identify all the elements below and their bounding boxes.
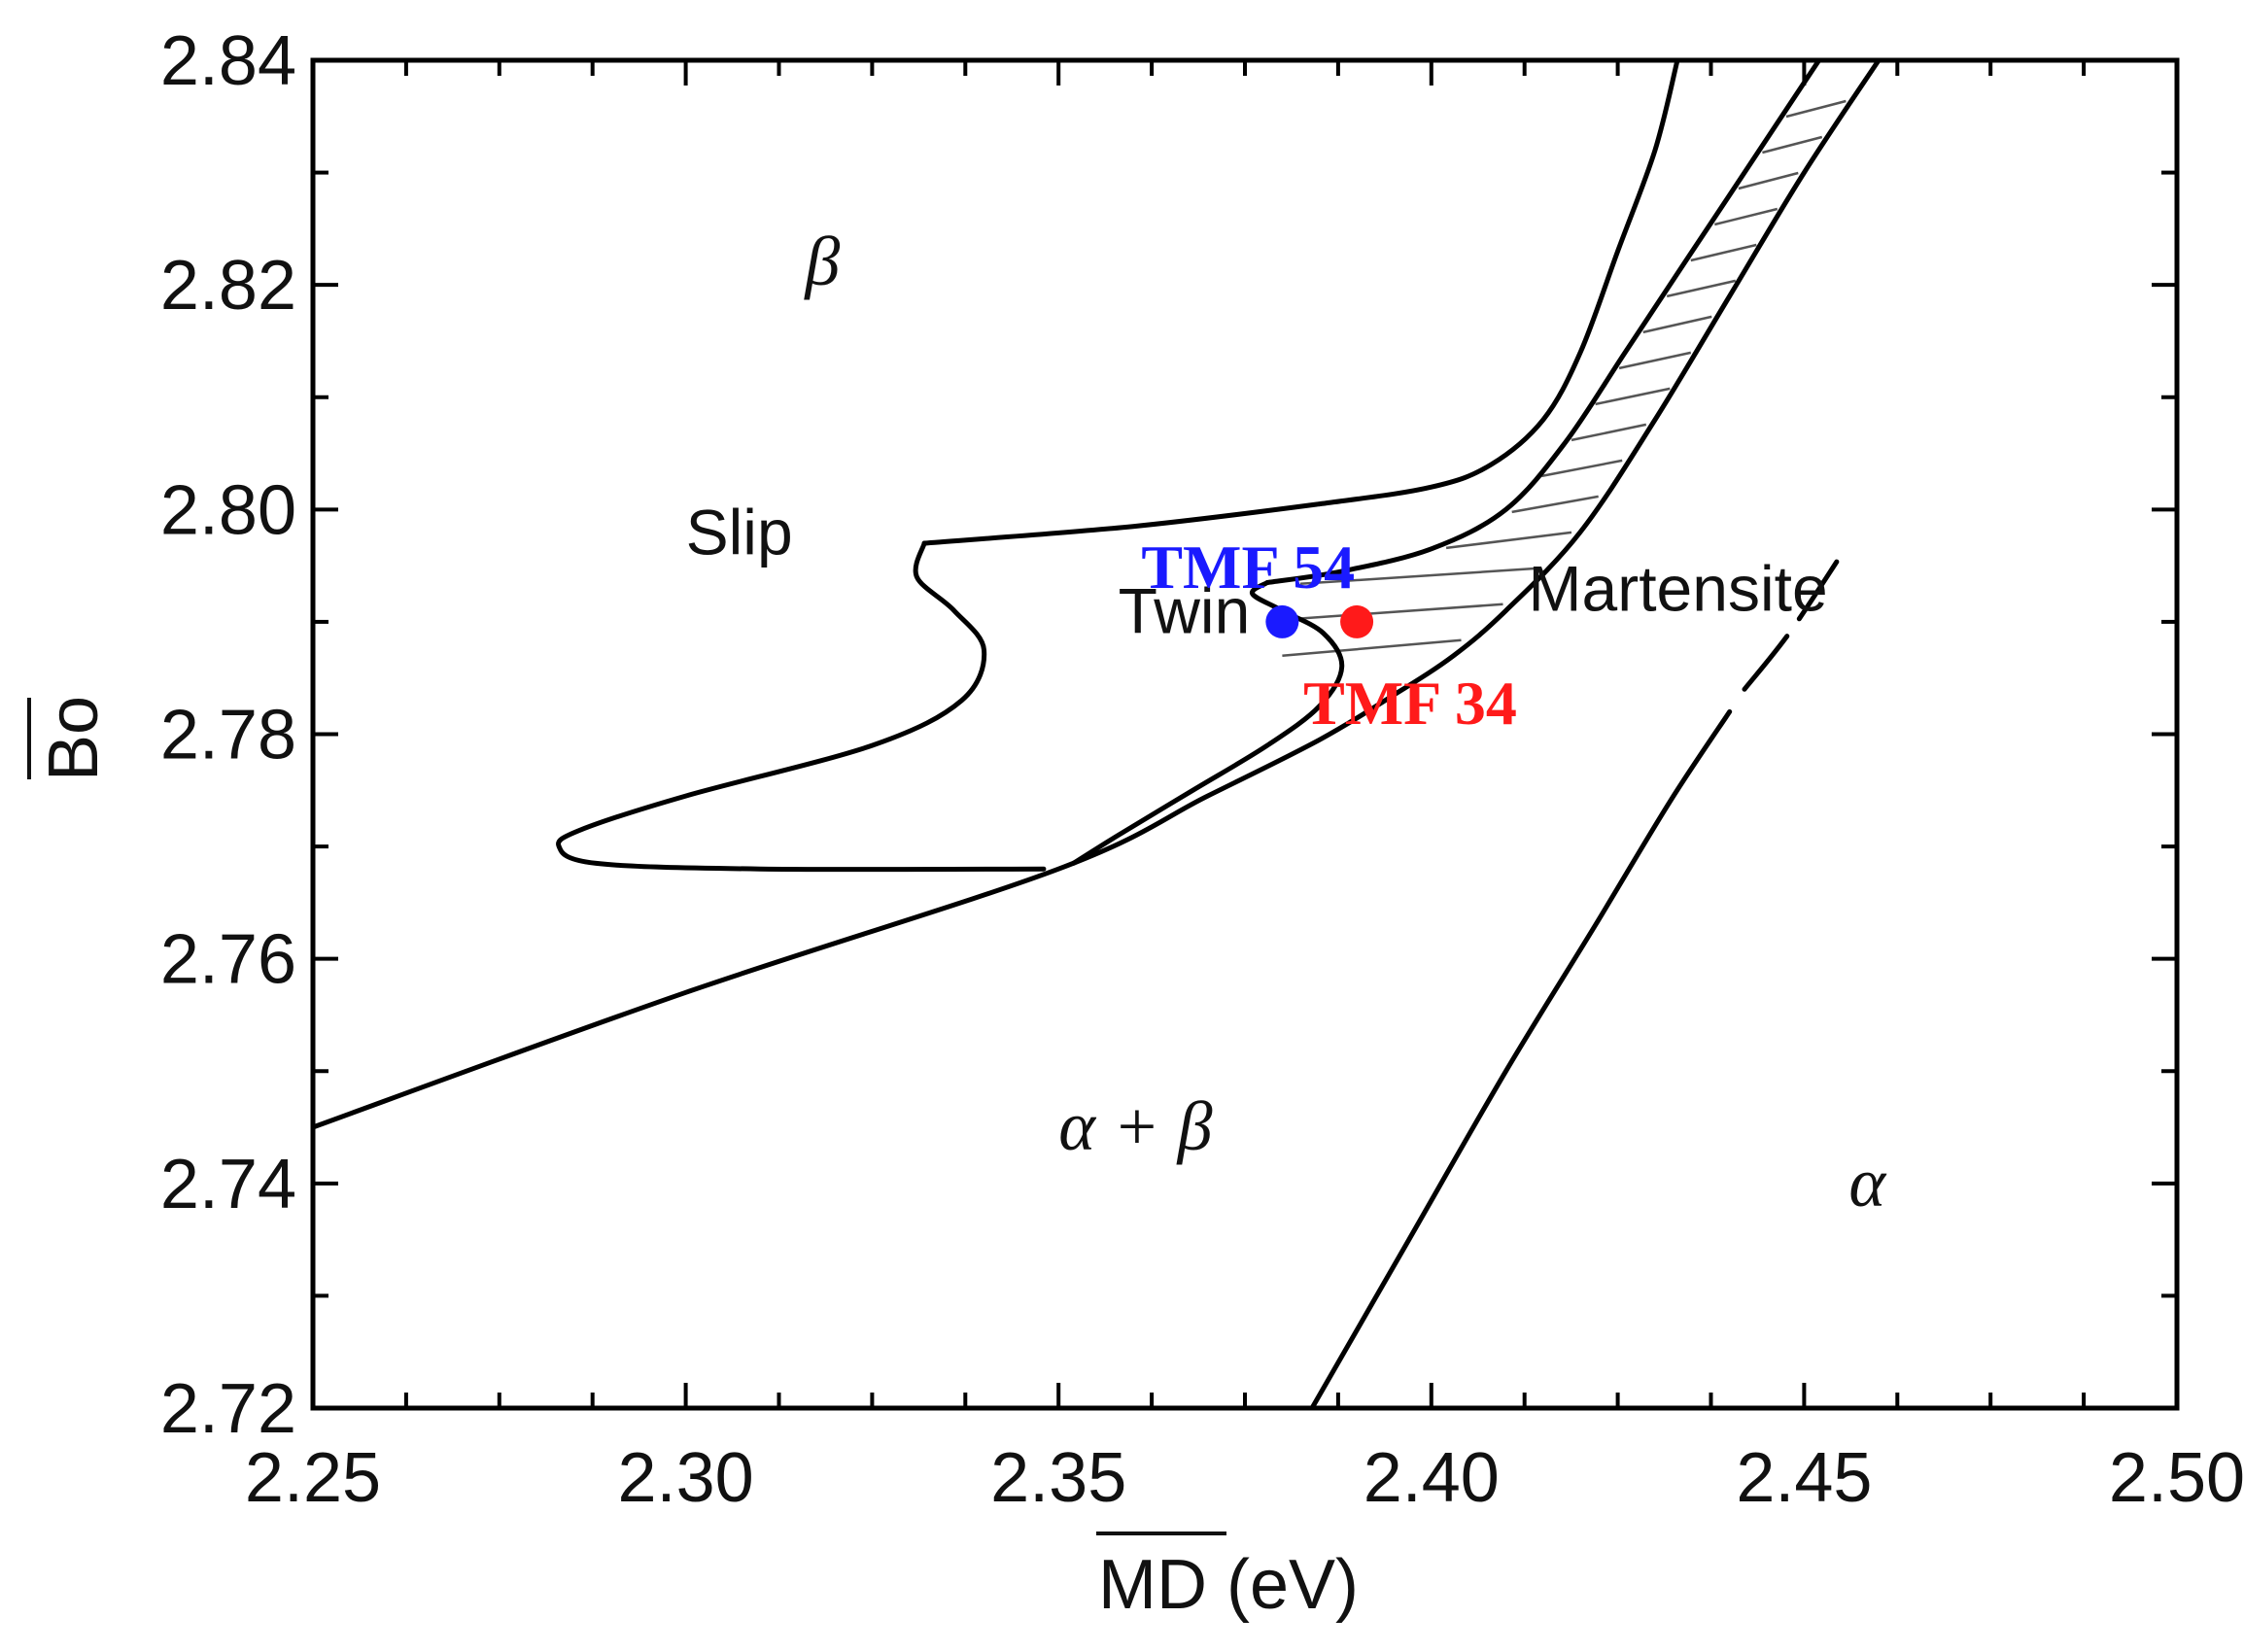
axis-ticks (311, 58, 2179, 1410)
y-tick-label: 2.76 (160, 921, 296, 999)
x-tick-label: 2.50 (2109, 1439, 2244, 1517)
hatch-line (1785, 99, 1847, 119)
plot-frame (310, 57, 2180, 1411)
x-tick-label: 2.35 (990, 1439, 1126, 1517)
point-label-tmf-54: TMF 54 (1141, 533, 1355, 602)
boundary-alpha-boundary-lower (1309, 708, 1733, 1408)
hatch-line (1713, 207, 1778, 226)
hatch-line (1282, 602, 1503, 622)
phase-boundaries (313, 60, 1882, 1408)
hatch-line (1541, 459, 1623, 478)
region-label-twin: Twin (1119, 574, 1251, 646)
hatch-line (1595, 387, 1671, 406)
x-tick-label: 2.25 (245, 1439, 381, 1517)
hatch-line (1666, 279, 1737, 298)
hatch-line (1738, 171, 1799, 190)
hatch-line (1511, 495, 1599, 514)
data-points: TMF 54 TMF 34 (1141, 533, 1517, 738)
y-axis-label: Bo (35, 696, 113, 781)
hatch-line (1642, 315, 1712, 334)
hatch-line (1762, 135, 1823, 155)
hatch-line (1282, 638, 1462, 658)
hatch-line (1445, 531, 1572, 550)
point-tmf-54 (1265, 604, 1299, 638)
hatch-line (1690, 243, 1757, 262)
y-tick-label: 2.72 (160, 1370, 296, 1448)
point-tmf-34 (1340, 604, 1374, 638)
y-axis-title: Bo (27, 696, 113, 781)
x-axis-label: MD (eV) (1098, 1546, 1359, 1624)
boundary-twin-martensite-boundary (1071, 580, 1345, 866)
martensite-hatch (1282, 99, 1847, 658)
boundary-alpha-beta-lower-boundary (313, 60, 1882, 1130)
region-label-alpha: α (1848, 1144, 1886, 1222)
hatch-line (1618, 351, 1692, 370)
boundary-alpha-boundary-upper-dashed (1742, 552, 1845, 692)
region-labels: β Slip Twin Martensite α + β α (686, 223, 1887, 1222)
y-tick-label: 2.78 (160, 697, 296, 774)
y-tick-label: 2.84 (160, 22, 296, 100)
hatch-line (1299, 567, 1539, 586)
x-tick-label: 2.40 (1364, 1439, 1500, 1517)
region-label-slip: Slip (686, 497, 793, 568)
region-label-beta: β (803, 223, 840, 300)
region-label-alpha-beta: α + β (1058, 1087, 1212, 1165)
y-tick-label: 2.82 (160, 247, 296, 325)
y-tick-labels: 2.72 2.74 2.76 2.78 2.80 2.82 2.84 (160, 22, 296, 1448)
region-label-martensite: Martensite (1529, 552, 1828, 624)
y-tick-label: 2.80 (160, 471, 296, 549)
x-axis-title: MD (eV) (1096, 1532, 1359, 1624)
x-tick-label: 2.45 (1736, 1439, 1872, 1517)
hatch-line (1571, 423, 1647, 442)
x-tick-label: 2.30 (618, 1439, 754, 1517)
x-tick-labels: 2.25 2.30 2.35 2.40 2.45 2.50 (245, 1439, 2244, 1517)
boundary-martensite-upper-boundary (1264, 60, 1822, 585)
boundary-beta-slip-boundary (921, 60, 1680, 546)
y-tick-label: 2.74 (160, 1146, 296, 1223)
boundary-slip-twin-loop (556, 540, 1047, 873)
point-label-tmf-34: TMF 34 (1303, 669, 1517, 738)
